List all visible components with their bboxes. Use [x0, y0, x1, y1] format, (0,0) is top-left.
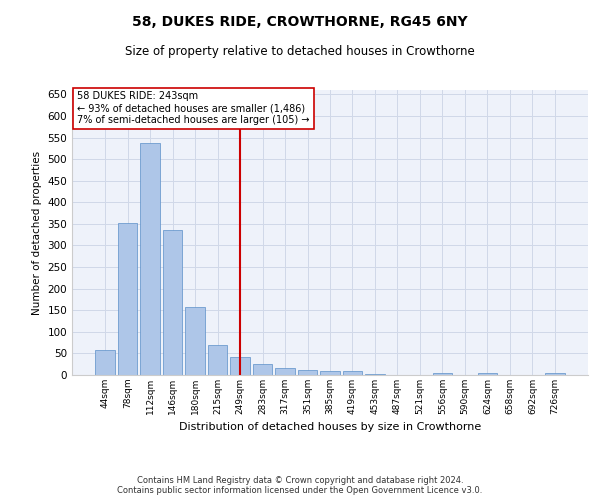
Bar: [253, 364, 272, 375]
Bar: [185, 307, 205, 375]
Bar: [298, 370, 317, 375]
Bar: [343, 371, 362, 375]
Text: 58 DUKES RIDE: 243sqm
← 93% of detached houses are smaller (1,486)
7% of semi-de: 58 DUKES RIDE: 243sqm ← 93% of detached …: [77, 92, 310, 124]
Text: Size of property relative to detached houses in Crowthorne: Size of property relative to detached ho…: [125, 45, 475, 58]
Bar: [275, 368, 295, 375]
Y-axis label: Number of detached properties: Number of detached properties: [32, 150, 42, 314]
Bar: [208, 345, 227, 375]
Text: Contains HM Land Registry data © Crown copyright and database right 2024.
Contai: Contains HM Land Registry data © Crown c…: [118, 476, 482, 495]
Text: 58, DUKES RIDE, CROWTHORNE, RG45 6NY: 58, DUKES RIDE, CROWTHORNE, RG45 6NY: [132, 15, 468, 29]
Bar: [140, 142, 160, 375]
Bar: [433, 373, 452, 375]
Bar: [230, 357, 250, 375]
Bar: [320, 371, 340, 375]
Bar: [163, 230, 182, 375]
Bar: [95, 350, 115, 375]
Bar: [545, 373, 565, 375]
Bar: [365, 374, 385, 375]
Bar: [118, 223, 137, 375]
X-axis label: Distribution of detached houses by size in Crowthorne: Distribution of detached houses by size …: [179, 422, 481, 432]
Bar: [478, 373, 497, 375]
